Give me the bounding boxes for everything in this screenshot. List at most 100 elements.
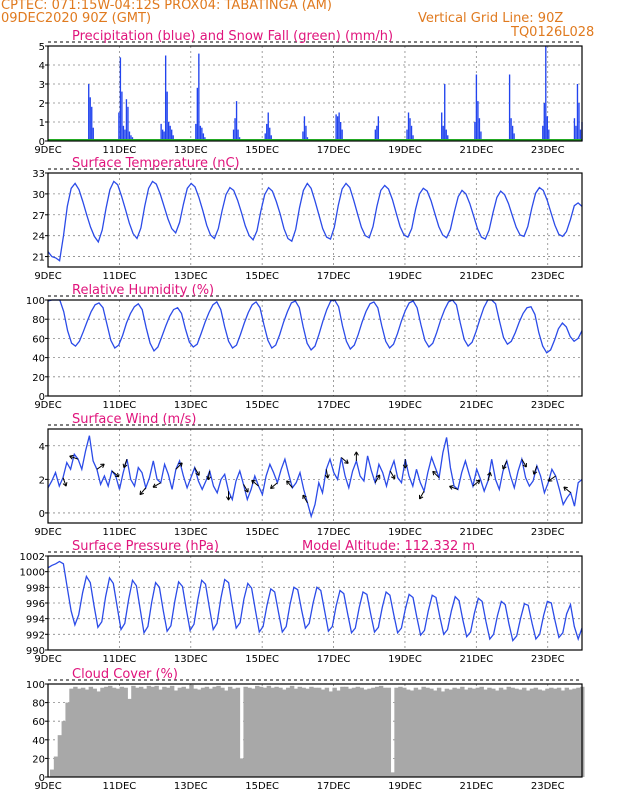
precip-bar [548, 129, 550, 141]
wind-arrow [472, 479, 481, 487]
x-tick-label: 15DEC [245, 400, 279, 411]
wind-arrow-head [353, 451, 359, 456]
precip-bar [201, 127, 203, 141]
cloud-bar [320, 689, 326, 777]
precip-bar [513, 133, 515, 141]
cloud-bar [491, 688, 496, 777]
panel-frame [47, 172, 583, 268]
precip-bar [267, 112, 269, 141]
header-code: TQ0126L028 [511, 25, 595, 40]
cloud-bar [204, 686, 210, 777]
cloud-bar [556, 687, 562, 777]
cloud-bar [115, 688, 121, 777]
wind-arrow [302, 494, 308, 504]
wind-arrow [389, 470, 396, 480]
y-tick-label: 4 [39, 442, 45, 453]
precip-bar [237, 129, 239, 141]
cloud-bar [475, 687, 481, 777]
cloud-bar [123, 687, 128, 777]
x-tick-label: 23DEC [531, 271, 565, 282]
cloud-bar [460, 686, 465, 777]
panel-frame [47, 45, 583, 142]
cloud-bar [448, 689, 453, 777]
wind-arrow-head [244, 488, 249, 493]
precip-bar [266, 123, 268, 141]
precip-bar [409, 118, 411, 141]
wind-arrow [563, 486, 572, 494]
x-tick-label: 19DEC [388, 271, 422, 282]
precip-bar [406, 129, 408, 141]
wind-arrow [111, 470, 120, 478]
cloud-bar [421, 686, 426, 777]
cloud-bar [239, 758, 244, 777]
precip-bar [163, 131, 165, 141]
precip-bar [160, 123, 162, 141]
precip-bar [234, 118, 236, 141]
x-tick-label: 11DEC [103, 271, 137, 282]
wind-arrow-head [122, 463, 128, 469]
cloud-bar [483, 689, 488, 777]
x-tick-label: 17DEC [317, 527, 351, 538]
precip-bar [264, 133, 266, 141]
y-tick-label: 4 [39, 61, 45, 72]
wind-arrow-head [344, 459, 349, 464]
wind-arrow [521, 458, 527, 468]
y-tick-label: 21 [32, 253, 45, 264]
cloud-bar [84, 689, 90, 777]
cloud-bar [200, 687, 206, 777]
wind-arrow-head [522, 463, 527, 468]
precip-bar [89, 97, 91, 141]
panel-frame [47, 683, 583, 778]
x-tick-label: 23DEC [531, 527, 565, 538]
x-tick-label: 13DEC [174, 654, 208, 665]
wind-arrow-head [418, 494, 424, 500]
cloud-bar [332, 687, 337, 777]
wind-arrow-head [402, 464, 408, 469]
x-tick-label: 9DEC [34, 400, 61, 411]
panel-title: Surface Temperature (nC) [72, 156, 240, 171]
x-tick-label: 9DEC [34, 527, 61, 538]
wind-arrow-head [475, 479, 481, 485]
precip-bar [576, 84, 579, 141]
y-tick-label: 990 [26, 646, 45, 657]
precip-bar [124, 129, 126, 141]
cloud-bar [88, 686, 94, 777]
cloud-bar [394, 687, 399, 777]
cloud-bar [127, 698, 132, 777]
cloud-bar [96, 691, 101, 777]
precip-bar [235, 101, 238, 141]
cloud-bar [258, 686, 264, 777]
cloud-bar [433, 690, 438, 777]
cloud-bar [324, 687, 330, 777]
precip-bar [575, 125, 577, 141]
x-tick-label: 23DEC [531, 781, 565, 792]
y-tick-label: 100 [26, 680, 45, 691]
precip-bar [119, 57, 122, 141]
cloud-bar [193, 688, 198, 777]
panel-title: Surface Pressure (hPa) [72, 539, 219, 554]
cloud-bar [429, 688, 434, 777]
cloud-bar [463, 689, 469, 777]
wind-arrow [152, 482, 162, 488]
wind-arrow [69, 455, 79, 460]
cloud-bar [278, 687, 283, 777]
precip-bar [270, 135, 272, 141]
cloud-bar [371, 687, 376, 777]
wind-arrow-head [432, 470, 437, 476]
wind-arrow-head [270, 484, 275, 489]
y-tick-label: 20 [32, 754, 45, 765]
cloud-bar [189, 684, 194, 777]
wind-arrow [432, 470, 440, 479]
cloud-bar [568, 689, 573, 777]
cloud-bar [313, 687, 318, 777]
precip-bar [377, 116, 380, 141]
wind-arrow [175, 462, 183, 470]
x-tick-label: 15DEC [245, 781, 279, 792]
cloud-bar [251, 688, 256, 777]
cloud-bar [552, 688, 558, 777]
cloud-bar [297, 686, 303, 777]
x-tick-label: 21DEC [459, 271, 493, 282]
y-tick-label: 40 [32, 354, 45, 365]
precip-bar [91, 106, 93, 141]
cloud-bar [104, 686, 109, 777]
